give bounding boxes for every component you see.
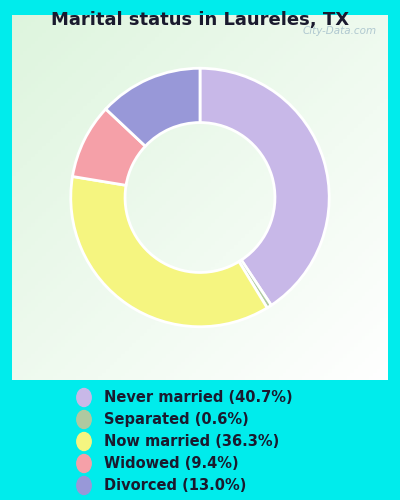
Wedge shape <box>106 68 200 146</box>
Wedge shape <box>71 176 267 326</box>
Text: Marital status in Laureles, TX: Marital status in Laureles, TX <box>51 11 349 29</box>
Text: Divorced (13.0%): Divorced (13.0%) <box>104 478 246 493</box>
Text: Widowed (9.4%): Widowed (9.4%) <box>104 456 239 471</box>
Wedge shape <box>72 109 145 186</box>
Text: Separated (0.6%): Separated (0.6%) <box>104 412 249 427</box>
Text: Now married (36.3%): Now married (36.3%) <box>104 434 279 449</box>
Text: Never married (40.7%): Never married (40.7%) <box>104 390 293 405</box>
Wedge shape <box>239 260 271 308</box>
Wedge shape <box>200 68 329 306</box>
Text: City-Data.com: City-Data.com <box>302 26 377 36</box>
